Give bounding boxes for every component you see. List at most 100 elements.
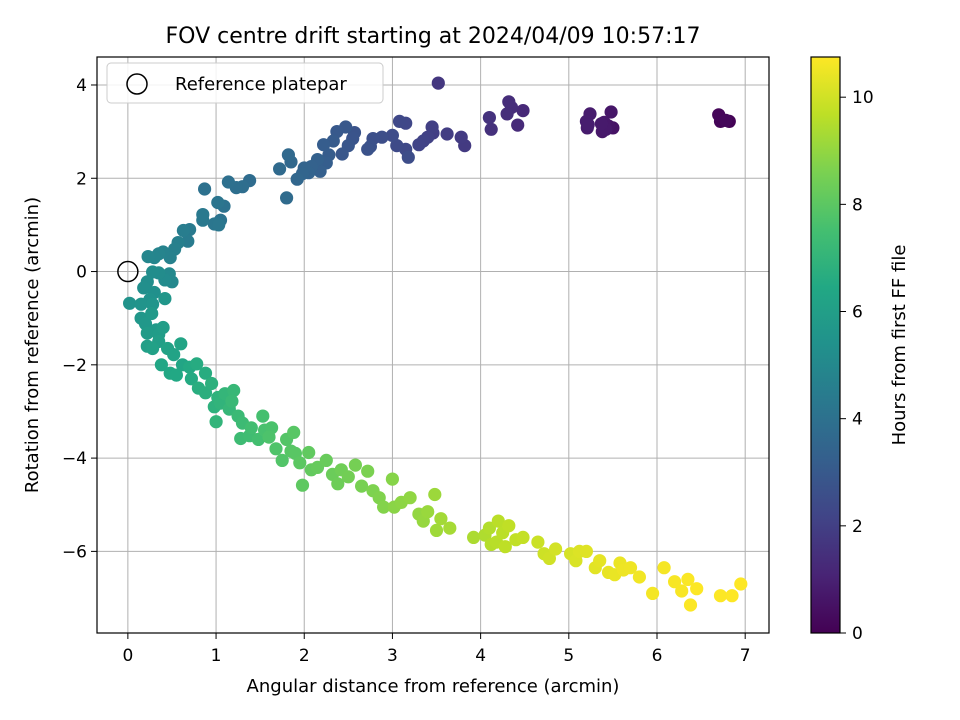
data-point bbox=[137, 281, 151, 295]
data-point bbox=[502, 519, 516, 533]
data-point bbox=[646, 586, 660, 601]
data-point bbox=[280, 191, 294, 205]
data-point bbox=[190, 357, 204, 371]
data-point bbox=[683, 598, 698, 612]
legend-box bbox=[106, 62, 384, 104]
x-tick-label: 5 bbox=[563, 646, 574, 666]
data-point bbox=[176, 223, 190, 238]
colorbar-tick-label: 2 bbox=[852, 517, 863, 537]
plot-background bbox=[97, 57, 769, 633]
data-point bbox=[361, 464, 375, 478]
data-point bbox=[295, 478, 310, 492]
data-point bbox=[713, 589, 728, 603]
y-tick-label: −6 bbox=[62, 542, 87, 562]
data-point bbox=[516, 530, 530, 545]
data-point bbox=[198, 182, 212, 196]
data-point bbox=[251, 432, 265, 446]
data-point bbox=[310, 460, 325, 474]
reference-point bbox=[117, 260, 139, 283]
data-point bbox=[403, 491, 417, 505]
data-point bbox=[377, 500, 391, 514]
data-point bbox=[502, 95, 516, 109]
data-point bbox=[317, 138, 331, 152]
data-point bbox=[205, 376, 219, 391]
data-point bbox=[484, 122, 498, 136]
colorbar-tick-label: 4 bbox=[852, 410, 863, 430]
colorbar-tick-label: 0 bbox=[852, 624, 863, 644]
x-axis-label: Angular distance from reference (arcmin) bbox=[247, 676, 620, 697]
data-point bbox=[134, 297, 148, 311]
data-point bbox=[341, 470, 355, 484]
data-point bbox=[482, 111, 496, 125]
data-point bbox=[440, 127, 454, 141]
data-point bbox=[184, 372, 198, 386]
data-point bbox=[287, 425, 301, 439]
data-point bbox=[604, 105, 618, 119]
data-point bbox=[331, 477, 345, 491]
data-point bbox=[361, 142, 375, 156]
data-point bbox=[209, 415, 223, 429]
data-point bbox=[657, 561, 671, 575]
plot-frame bbox=[96, 56, 770, 634]
data-point bbox=[434, 512, 448, 526]
x-tick-label: 3 bbox=[387, 646, 398, 666]
data-point bbox=[542, 551, 557, 566]
data-point bbox=[355, 479, 369, 493]
colorbar: 0 2 4 6 8 10 Hours from first FF file bbox=[810, 56, 910, 644]
data-point bbox=[156, 320, 170, 335]
y-tick-label: 4 bbox=[76, 76, 87, 96]
data-point bbox=[412, 138, 426, 152]
reference-marker bbox=[117, 260, 139, 283]
data-point bbox=[511, 118, 525, 132]
data-point bbox=[244, 421, 258, 435]
y-tick-label: −2 bbox=[62, 356, 87, 376]
data-point bbox=[690, 582, 704, 596]
data-point bbox=[549, 542, 563, 556]
data-point bbox=[719, 113, 733, 127]
colorbar-tick-label: 6 bbox=[852, 303, 863, 323]
data-point bbox=[154, 358, 168, 372]
data-point bbox=[401, 150, 415, 164]
data-point bbox=[498, 540, 512, 554]
data-point bbox=[141, 250, 155, 264]
data-point bbox=[158, 292, 172, 306]
data-point bbox=[275, 453, 289, 467]
data-point bbox=[335, 147, 349, 161]
colorbar-frame bbox=[810, 56, 841, 634]
data-point bbox=[302, 445, 316, 460]
legend-marker-reference bbox=[126, 73, 148, 95]
data-point bbox=[146, 265, 160, 279]
data-point bbox=[594, 117, 609, 131]
data-point bbox=[256, 409, 270, 423]
data-point bbox=[428, 487, 442, 502]
data-point bbox=[390, 139, 404, 153]
x-tick-label: 7 bbox=[740, 646, 751, 666]
x-tick-label: 6 bbox=[652, 646, 663, 666]
colorbar-label: Hours from first FF file bbox=[889, 245, 910, 446]
data-point bbox=[516, 104, 530, 118]
data-point bbox=[725, 589, 739, 603]
colorbar-gradient bbox=[811, 57, 840, 633]
data-point bbox=[169, 368, 183, 382]
data-point bbox=[668, 575, 682, 589]
data-point bbox=[734, 577, 748, 591]
data-point bbox=[269, 442, 283, 456]
data-point bbox=[212, 218, 226, 232]
data-point bbox=[281, 148, 295, 162]
data-point bbox=[421, 505, 435, 519]
plot-area: 0 1 2 3 4 5 6 7 −6 −4 −2 0 2 4 bbox=[62, 56, 770, 666]
data-point bbox=[319, 453, 333, 467]
data-point bbox=[198, 366, 213, 380]
data-point bbox=[431, 76, 445, 90]
data-point bbox=[531, 535, 545, 549]
x-tick-label: 4 bbox=[475, 646, 486, 666]
data-point bbox=[146, 341, 160, 356]
data-point bbox=[632, 570, 647, 584]
data-point bbox=[181, 234, 195, 248]
data-point bbox=[443, 521, 457, 535]
data-point bbox=[425, 120, 439, 134]
data-point bbox=[392, 114, 407, 128]
data-point bbox=[198, 386, 213, 400]
scatter-points bbox=[123, 76, 748, 612]
